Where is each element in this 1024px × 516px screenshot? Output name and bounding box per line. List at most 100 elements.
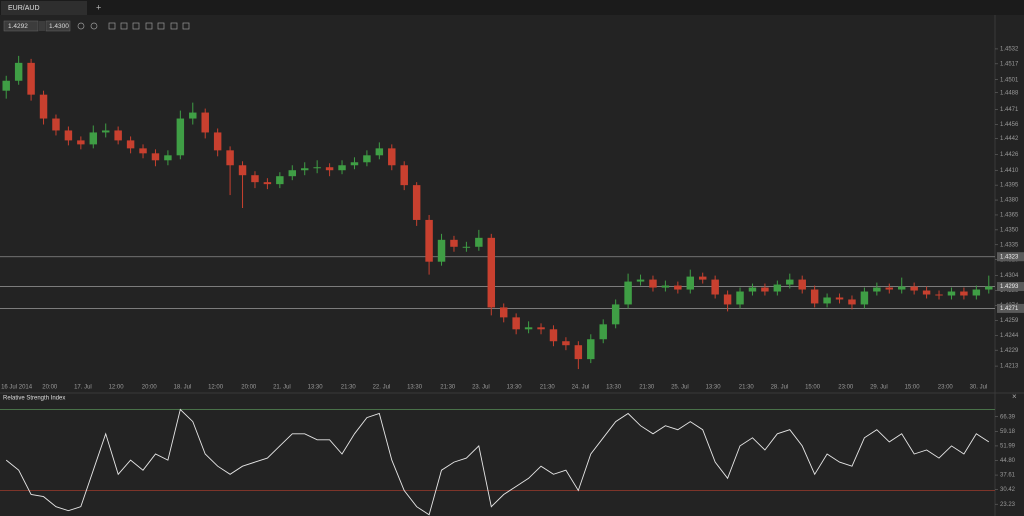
tool-icon[interactable] (182, 22, 190, 30)
candle-body (698, 276, 707, 280)
candle-body (288, 170, 297, 177)
candle-body (164, 155, 172, 161)
candle-body (587, 339, 595, 360)
x-tick-label: 25. Jul (671, 385, 689, 391)
candle-body (375, 148, 384, 156)
x-tick-label: 13:30 (606, 385, 622, 391)
candle-body (14, 62, 23, 81)
candle-body (910, 286, 918, 291)
zoom-in[interactable] (77, 22, 85, 30)
candle-body (960, 291, 968, 296)
rsi-line (5, 408, 990, 516)
y-tick-label: 1.4259 (1000, 318, 1019, 324)
candle-body (126, 140, 135, 149)
candle-body (226, 150, 234, 166)
tool-icon[interactable] (170, 22, 178, 30)
ask-price: 1.4300 (49, 23, 69, 30)
x-tick-label: 29. Jul (870, 385, 888, 391)
x-tick-label: 13:30 (308, 385, 324, 391)
candle-body (400, 165, 408, 186)
candle-body (748, 287, 757, 292)
y-tick-label: 66.39 (1000, 414, 1016, 420)
candle-body (325, 167, 334, 171)
candle-body (972, 289, 981, 296)
tab-label: EUR/AUD (8, 5, 40, 12)
candle-body (885, 287, 894, 290)
candle-body (935, 294, 943, 296)
candle-body (437, 239, 446, 262)
y-tick-label: 1.4456 (1000, 122, 1019, 128)
candle-body (524, 327, 533, 330)
candle-body (873, 287, 881, 292)
candle-body (89, 132, 98, 145)
candle-body (64, 130, 73, 141)
y-tick-label: 1.4517 (1000, 61, 1019, 67)
candle-body (823, 297, 831, 304)
x-tick-label: 23:00 (838, 385, 854, 391)
level-label: 1.4293 (1000, 284, 1019, 290)
tool-icon[interactable] (132, 22, 140, 30)
candle-body (213, 132, 222, 151)
x-tick-label: 20:00 (142, 385, 158, 391)
ask-box[interactable] (45, 20, 71, 32)
candle-body (475, 237, 483, 247)
candle-body (263, 182, 272, 185)
y-tick-label: 1.4365 (1000, 213, 1019, 219)
candle-body (189, 112, 197, 119)
y-tick-label: 1.4532 (1000, 47, 1019, 53)
candle-body (499, 307, 508, 318)
tool-icon[interactable] (145, 22, 153, 30)
candle-body (773, 284, 782, 292)
x-tick-label: 21:30 (341, 385, 357, 391)
candle-body (77, 140, 85, 145)
tab-bar (0, 0, 1024, 15)
candle-body (276, 176, 284, 185)
y-tick-label: 1.4442 (1000, 136, 1019, 142)
level-label: 1.4271 (1000, 306, 1019, 312)
y-tick-label: 1.4501 (1000, 77, 1019, 83)
candle-body (388, 148, 396, 166)
tool-icon[interactable] (120, 22, 128, 30)
lots-button[interactable] (39, 21, 45, 31)
candle-body (636, 279, 645, 282)
candle-body (611, 304, 620, 325)
candle-body (835, 297, 844, 300)
x-tick-label: 20:00 (241, 385, 257, 391)
candle-body (674, 285, 682, 290)
close-indicator[interactable]: × (1012, 392, 1017, 401)
candle-body (176, 118, 185, 156)
candle-body (848, 299, 856, 305)
zoom-out[interactable] (90, 22, 98, 30)
tab[interactable]: EUR/AUD (1, 1, 87, 15)
y-tick-label: 1.4244 (1000, 333, 1019, 339)
candle-body (897, 286, 906, 290)
tool-icon[interactable] (108, 22, 116, 30)
y-tick-label: 1.4380 (1000, 198, 1019, 204)
add-tab[interactable]: + (96, 2, 101, 12)
candle-body (300, 168, 309, 171)
y-tick-label: 1.4229 (1000, 348, 1019, 354)
tool-icon[interactable] (157, 22, 165, 30)
y-tick-label: 51.99 (1000, 444, 1016, 450)
candle-body (512, 317, 520, 330)
y-tick-label: 1.4350 (1000, 227, 1019, 233)
candle-body (139, 148, 147, 154)
candle-body (599, 324, 607, 340)
candle-body (238, 165, 247, 176)
x-tick-label: 21:30 (540, 385, 556, 391)
x-tick-label: 12:00 (208, 385, 224, 391)
candle-body (487, 237, 496, 308)
candle-body (661, 285, 670, 288)
candle-body (562, 341, 570, 346)
bid-box[interactable] (3, 20, 39, 32)
y-tick-label: 1.4395 (1000, 183, 1019, 189)
candle-body (736, 291, 744, 305)
x-tick-label: 15:00 (805, 385, 821, 391)
y-tick-label: 44.80 (1000, 458, 1016, 464)
x-tick-label: 13:30 (706, 385, 722, 391)
x-tick-label: 22. Jul (373, 385, 391, 391)
candle-body (810, 289, 819, 304)
